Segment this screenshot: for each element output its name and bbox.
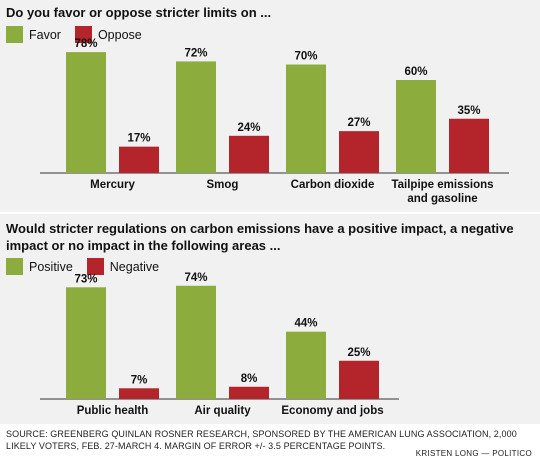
data-label: 72% xyxy=(184,47,207,59)
legend-label-favor: Favor xyxy=(29,27,61,42)
category-label: Tailpipe emissions and gasoline xyxy=(391,179,493,205)
legend-swatch-negative xyxy=(86,258,104,275)
chart-title: Would stricter regulations on carbon emi… xyxy=(6,221,514,253)
category-label: Carbon dioxide xyxy=(291,179,375,191)
category-label-line: Tailpipe emissions xyxy=(391,179,493,191)
data-label: 60% xyxy=(404,66,427,78)
legend-swatch-positive xyxy=(6,258,23,275)
credit: KRISTEN LONG — POLITICO xyxy=(415,449,532,458)
legend-label-oppose: Oppose xyxy=(97,27,142,42)
bar-oppose-0 xyxy=(119,146,159,173)
data-label: 27% xyxy=(347,117,370,129)
data-label: 17% xyxy=(127,133,150,145)
category-label-line: Air quality xyxy=(194,405,251,417)
data-label: 35% xyxy=(457,105,480,117)
bar-negative-2 xyxy=(339,360,379,399)
bar-positive-2 xyxy=(286,331,326,399)
bar-favor-0 xyxy=(66,52,106,173)
legend-item-favor: Favor xyxy=(6,26,61,43)
bar-chart-impact: 73% 7% Public health 74% 8% Air quality 44% 25%… xyxy=(40,272,399,417)
source-note: SOURCE: GREENBERG QUINLAN ROSNER RESEARC… xyxy=(6,429,517,451)
legend: Favor Oppose xyxy=(6,26,156,43)
category-label: Economy and jobs xyxy=(281,405,383,417)
data-label: 7% xyxy=(131,374,148,386)
chart-title: Do you favor or oppose stricter limits o… xyxy=(6,5,272,20)
legend: Positive Negative xyxy=(6,258,173,275)
bar-negative-0 xyxy=(119,388,159,399)
bar-negative-1 xyxy=(229,386,269,399)
category-label-line: and gasoline xyxy=(407,193,477,205)
category-label-line: Economy and jobs xyxy=(281,405,383,417)
category-label-line: Smog xyxy=(207,179,239,191)
legend-swatch-oppose xyxy=(74,26,92,43)
category-label: Air quality xyxy=(194,405,251,417)
bar-positive-1 xyxy=(176,285,216,399)
bar-favor-2 xyxy=(286,64,326,173)
legend-item-positive: Positive xyxy=(6,258,73,275)
bar-oppose-1 xyxy=(229,135,269,173)
data-label: 73% xyxy=(74,273,97,285)
legend-swatch-favor xyxy=(6,26,23,43)
legend-item-oppose: Oppose xyxy=(74,26,142,43)
category-label: Mercury xyxy=(90,179,135,191)
category-label: Smog xyxy=(207,179,239,191)
legend-label-positive: Positive xyxy=(29,259,73,274)
legend-label-negative: Negative xyxy=(109,259,160,274)
category-label-line: Public health xyxy=(77,405,149,417)
legend-item-negative: Negative xyxy=(86,258,160,275)
data-label: 44% xyxy=(294,318,317,330)
data-label: 70% xyxy=(294,51,317,63)
category-label: Public health xyxy=(77,405,149,417)
bar-favor-3 xyxy=(396,80,436,173)
bar-oppose-2 xyxy=(339,131,379,173)
data-label: 24% xyxy=(237,122,260,134)
bar-favor-1 xyxy=(176,61,216,173)
bar-positive-0 xyxy=(66,287,106,399)
data-label: 78% xyxy=(74,38,97,50)
data-label: 25% xyxy=(347,347,370,359)
bar-oppose-3 xyxy=(449,118,489,173)
data-label: 8% xyxy=(241,373,258,385)
bar-chart-limits: 78% 17% Mercury 72% 24% Smog 70% 27% Carbon diox… xyxy=(40,38,509,205)
category-label-line: Mercury xyxy=(90,179,135,191)
chart-panel-limits: Do you favor or oppose stricter limits o… xyxy=(0,0,540,212)
category-label-line: Carbon dioxide xyxy=(291,179,375,191)
data-label: 74% xyxy=(184,272,207,284)
chart-panel-impact: Would stricter regulations on carbon emi… xyxy=(0,212,540,424)
